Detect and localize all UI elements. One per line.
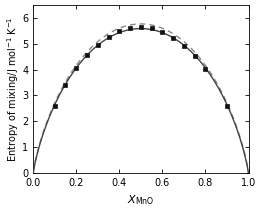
Y-axis label: Entropy of mixing/J mol$^{-1}$ K$^{-1}$: Entropy of mixing/J mol$^{-1}$ K$^{-1}$ <box>5 16 21 162</box>
X-axis label: $X_{\mathrm{MnO}}$: $X_{\mathrm{MnO}}$ <box>127 193 155 207</box>
